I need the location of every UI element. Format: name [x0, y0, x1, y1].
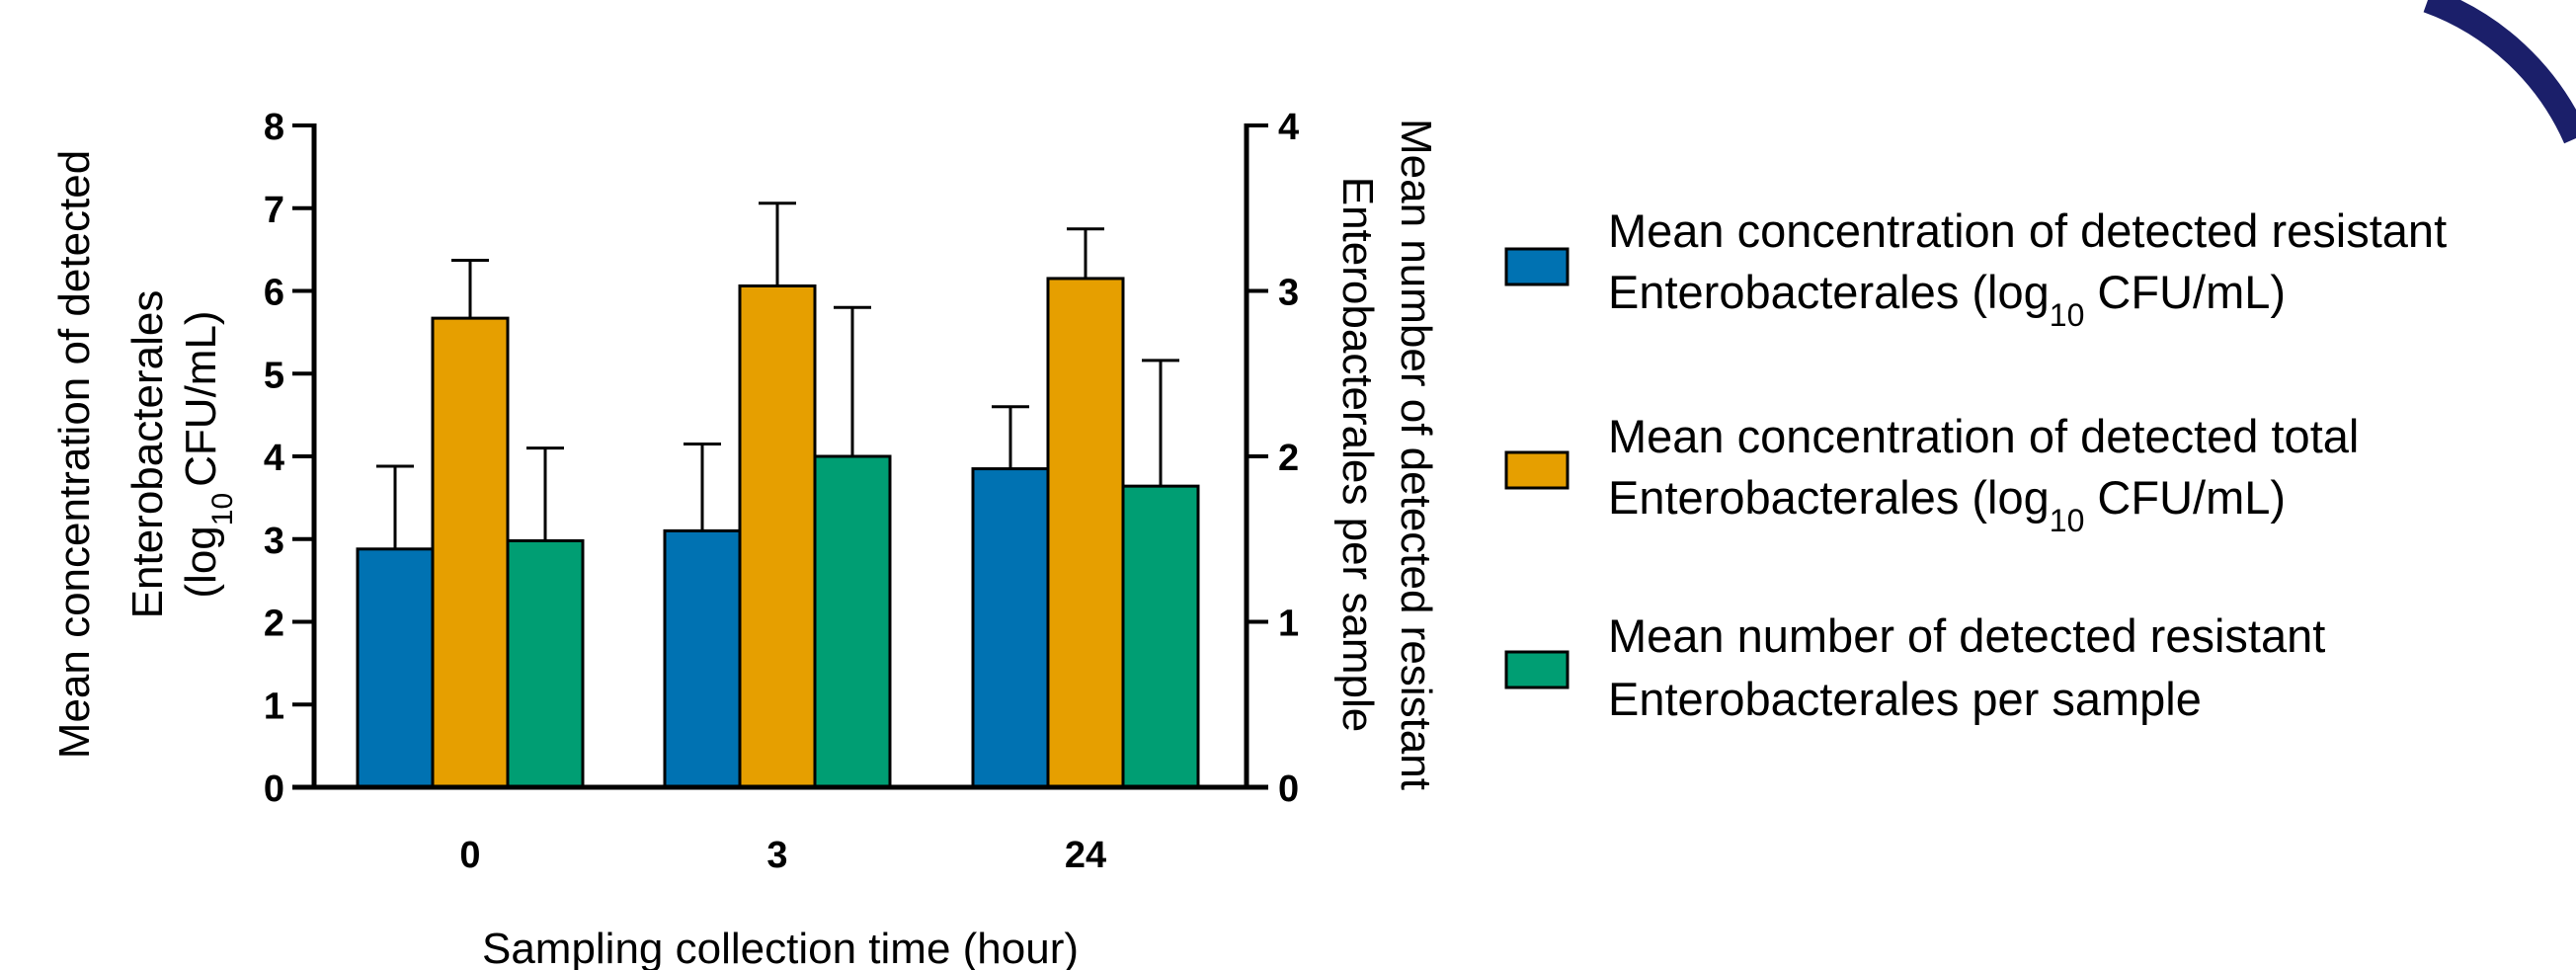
- bar-0-2: [971, 467, 1050, 789]
- legend-label-total-concentration-line2: Enterobacterales (log10 CFU/mL): [1608, 471, 2286, 538]
- x-axis-title: Sampling collection time (hour): [482, 925, 1079, 970]
- legend-label-resistant-concentration-post: CFU/mL): [2084, 266, 2286, 318]
- legend-label-total-concentration-post: CFU/mL): [2084, 471, 2286, 524]
- y-left-tick-label: 6: [264, 273, 284, 314]
- bar-0-0: [356, 547, 435, 789]
- legend-swatch-total-concentration: [1504, 450, 1570, 490]
- legend: Mean concentration of detected resistant…: [1504, 204, 2447, 725]
- legend-item-resistant-number: Mean number of detected resistant Entero…: [1504, 609, 2325, 725]
- bars-layer: [356, 202, 1200, 789]
- bar-1-0: [431, 316, 510, 789]
- legend-label-resistant-concentration-line2: Enterobacterales (log10 CFU/mL): [1608, 266, 2286, 333]
- legend-label-total-concentration-pre: Enterobacterales (log: [1608, 471, 2050, 524]
- y-left-tick-label: 1: [264, 686, 284, 727]
- y-left-tick-label: 3: [264, 521, 284, 562]
- axes-layer: 0 3 24 0 1 2 3 4 5 6 7 8 0 1 2 3 4: [264, 107, 1299, 876]
- legend-item-resistant-concentration: Mean concentration of detected resistant…: [1504, 204, 2447, 333]
- y-axis-left-title-line2: Enterobacterales: [123, 290, 172, 619]
- legend-label-resistant-concentration-pre: Enterobacterales (log: [1608, 266, 2050, 318]
- bar-0-1: [663, 528, 742, 789]
- legend-label-total-concentration-line1: Mean concentration of detected total: [1608, 410, 2359, 462]
- legend-label-resistant-concentration-line1: Mean concentration of detected resistant: [1608, 204, 2447, 257]
- y-left-tick-label: 2: [264, 604, 284, 645]
- legend-label-resistant-number-line2: Enterobacterales per sample: [1608, 673, 2202, 725]
- bar-2-2: [1121, 484, 1200, 789]
- legend-label-resistant-number-line1: Mean number of detected resistant: [1608, 609, 2325, 662]
- y-left-tick-label: 4: [264, 438, 284, 479]
- bar-1-2: [1046, 277, 1125, 789]
- y-axis-left-title: Mean concentration of detected: [50, 150, 99, 759]
- y-left-tick-label: 8: [264, 107, 284, 148]
- y-left-tick-label: 7: [264, 190, 284, 231]
- y-axis-right-title-line1: Mean number of detected resistant: [1392, 119, 1440, 790]
- bar-2-1: [813, 454, 892, 789]
- y-right-tick-label: 2: [1278, 438, 1299, 479]
- y-left-tick-label: 0: [264, 768, 284, 810]
- y-right-tick-label: 4: [1278, 107, 1299, 148]
- y-axis-left-title-log: (log: [177, 525, 225, 598]
- legend-item-total-concentration: Mean concentration of detected total Ent…: [1504, 410, 2359, 538]
- y-axis-left-title-subscript: 10: [206, 493, 239, 525]
- y-left-tick-label: 5: [264, 355, 284, 396]
- x-tick-label: 24: [1065, 835, 1106, 876]
- x-tick-label: 3: [766, 835, 787, 876]
- y-right-tick-label: 0: [1278, 768, 1299, 810]
- y-axis-left-title-line1: Mean concentration of detected: [50, 150, 99, 759]
- y-right-tick-label: 1: [1278, 604, 1299, 645]
- y-axis-left-title-line3: (log10 CFU/mL): [177, 310, 239, 598]
- x-tick-label: 0: [459, 835, 480, 876]
- legend-label-total-concentration-sub: 10: [2050, 503, 2085, 538]
- bar-2-0: [506, 538, 585, 789]
- legend-swatch-resistant-number: [1504, 650, 1570, 689]
- y-axis-right-title-line2: Enterobacterales per sample: [1333, 177, 1382, 733]
- legend-label-resistant-concentration-sub: 10: [2050, 297, 2085, 333]
- bar-1-1: [738, 283, 817, 789]
- y-axis-left-title-unit: CFU/mL): [177, 310, 225, 486]
- corner-arc-decoration: [2423, 0, 2576, 144]
- legend-swatch-resistant-concentration: [1504, 247, 1570, 286]
- y-right-tick-label: 3: [1278, 273, 1299, 314]
